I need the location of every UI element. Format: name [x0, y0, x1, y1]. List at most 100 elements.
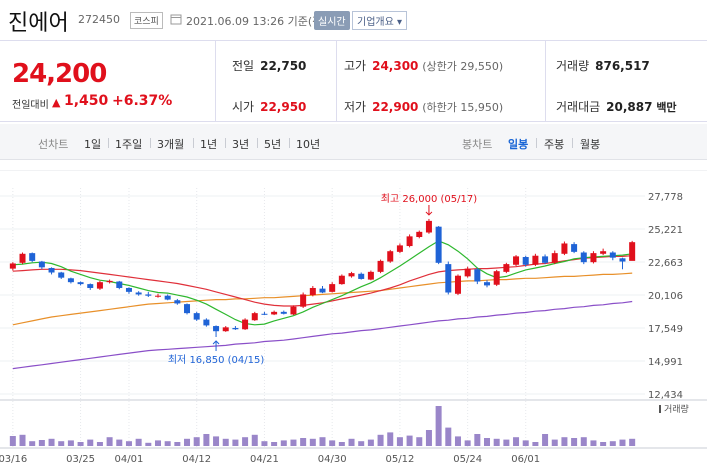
tab-separator — [572, 138, 573, 148]
volume-bar — [58, 441, 65, 446]
volume-legend-icon — [659, 405, 661, 413]
tab-line-chart[interactable]: 선차트 — [38, 138, 69, 151]
volume-label: 거래량 — [556, 59, 590, 73]
realtime-button[interactable]: 실시간 — [314, 11, 350, 30]
tab-10year[interactable]: 10년 — [296, 138, 321, 151]
candle-body — [87, 284, 94, 288]
volume-bar — [561, 437, 568, 446]
candle-body — [106, 280, 113, 283]
volume-bar — [454, 436, 461, 446]
candle-body — [58, 272, 65, 278]
volume-bar — [271, 442, 278, 446]
tab-daily[interactable]: 일봉 — [508, 138, 529, 151]
tab-3month[interactable]: 3개월 — [157, 138, 185, 151]
candle-body — [590, 253, 597, 263]
market-badge: 코스피 — [130, 12, 163, 29]
volume-bar — [213, 436, 220, 446]
candle-body — [203, 319, 210, 326]
high-label: 고가 — [344, 59, 367, 73]
divider — [336, 41, 337, 121]
volume-bar — [145, 442, 152, 446]
candle-body — [184, 304, 191, 314]
volume-bar — [319, 437, 326, 446]
period-tab-bar: 선차트 1일 1주일 3개월 1년 3년 5년 10년 봉차트 일봉 주봉 월봉 — [0, 124, 707, 160]
y-tick-label: 20,106 — [648, 291, 683, 302]
candle-body — [348, 273, 355, 277]
volume-bar — [116, 439, 123, 446]
tab-monthly[interactable]: 월봉 — [580, 138, 601, 151]
candle-body — [416, 231, 423, 238]
candle-body — [300, 294, 307, 307]
volume-bar — [19, 434, 26, 446]
tab-1week[interactable]: 1주일 — [115, 138, 143, 151]
volume-bar — [300, 438, 307, 446]
x-tick-label: 04/21 — [250, 454, 279, 465]
tab-candle-chart[interactable]: 봉차트 — [462, 138, 493, 151]
candle-body — [125, 287, 132, 292]
candle-body — [135, 292, 142, 295]
volume-bar — [193, 437, 200, 446]
candle-body — [396, 245, 403, 252]
volume-bar — [493, 438, 500, 446]
tab-3year[interactable]: 3년 — [232, 138, 250, 151]
candle-body — [629, 242, 636, 261]
volume-bar — [590, 440, 597, 446]
volume-bar — [9, 436, 16, 446]
volume-bar — [580, 437, 587, 446]
candle-body — [116, 281, 123, 288]
prev-close-label: 전일 — [232, 59, 255, 73]
candlestick-chart[interactable]: 27,778 25,221 22,663 20,106 17,549 14,991 12,4… — [0, 170, 707, 466]
y-tick-label: 25,221 — [648, 225, 683, 236]
tab-weekly[interactable]: 주봉 — [544, 138, 565, 151]
candle-body — [48, 267, 55, 273]
candle-body — [193, 313, 200, 320]
divider — [545, 41, 546, 121]
volume-bar — [387, 432, 394, 446]
open-label: 시가 — [232, 100, 255, 114]
volume-bar — [522, 440, 529, 446]
tab-1day[interactable]: 1일 — [84, 138, 102, 151]
high-cell: 고가 24,300 (상한가 29,550) — [344, 57, 503, 74]
ma5-line — [12, 240, 633, 326]
stock-header: 진에어 272450 코스피 2021.06.09 13:26 기준(장중) 실… — [0, 0, 707, 36]
candle-body — [532, 255, 539, 265]
tab-separator — [289, 138, 290, 148]
volume-bar — [106, 437, 113, 446]
x-tick-label: 03/25 — [66, 454, 95, 465]
company-info-button[interactable]: 기업개요 ▾ — [352, 11, 407, 30]
volume-bar — [38, 440, 45, 446]
price-box: 24,200 전일대비 ▲ 1,450 +6.37% — [0, 41, 215, 121]
volume-bar — [396, 437, 403, 446]
candle-body — [571, 244, 578, 252]
volume-bar — [600, 442, 607, 446]
x-tick-label: 05/24 — [453, 454, 482, 465]
volume-bar — [619, 439, 626, 446]
volume-bar — [503, 439, 510, 446]
x-tick-label: 05/12 — [386, 454, 415, 465]
candle-body — [474, 269, 481, 282]
volume-bar — [551, 439, 558, 446]
volume-bar — [164, 441, 171, 446]
volume-bar — [232, 439, 239, 446]
candle-body — [561, 243, 568, 254]
open-cell: 시가 22,950 — [232, 98, 306, 115]
x-tick-label: 04/01 — [115, 454, 144, 465]
volume-bar — [77, 442, 84, 446]
y-tick-label: 14,991 — [648, 357, 683, 368]
volume-bar — [29, 441, 36, 446]
candle-body — [619, 258, 626, 262]
upper-limit: (상한가 29,550) — [422, 60, 504, 73]
ma120-line — [12, 300, 633, 370]
quote-datetime: 2021.06.09 13:26 기준(장중) — [186, 15, 337, 28]
amount-value: 20,887 — [606, 100, 653, 114]
volume-bar — [367, 439, 374, 446]
candle-body — [309, 287, 316, 296]
candle-body — [290, 306, 297, 315]
tab-5year[interactable]: 5년 — [264, 138, 282, 151]
ma20-line — [12, 255, 633, 307]
candle-body — [387, 251, 394, 262]
tab-separator — [536, 138, 537, 148]
volume-bar — [542, 434, 549, 446]
tab-1year[interactable]: 1년 — [200, 138, 218, 151]
candle-body — [609, 252, 616, 258]
